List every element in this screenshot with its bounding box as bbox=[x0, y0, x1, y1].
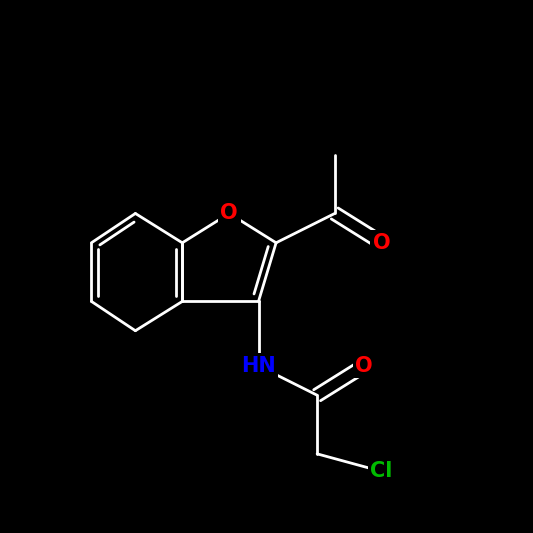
Text: HN: HN bbox=[241, 356, 276, 376]
Text: O: O bbox=[220, 204, 238, 223]
Text: O: O bbox=[373, 233, 391, 253]
Text: O: O bbox=[355, 356, 373, 376]
Text: Cl: Cl bbox=[370, 462, 393, 481]
